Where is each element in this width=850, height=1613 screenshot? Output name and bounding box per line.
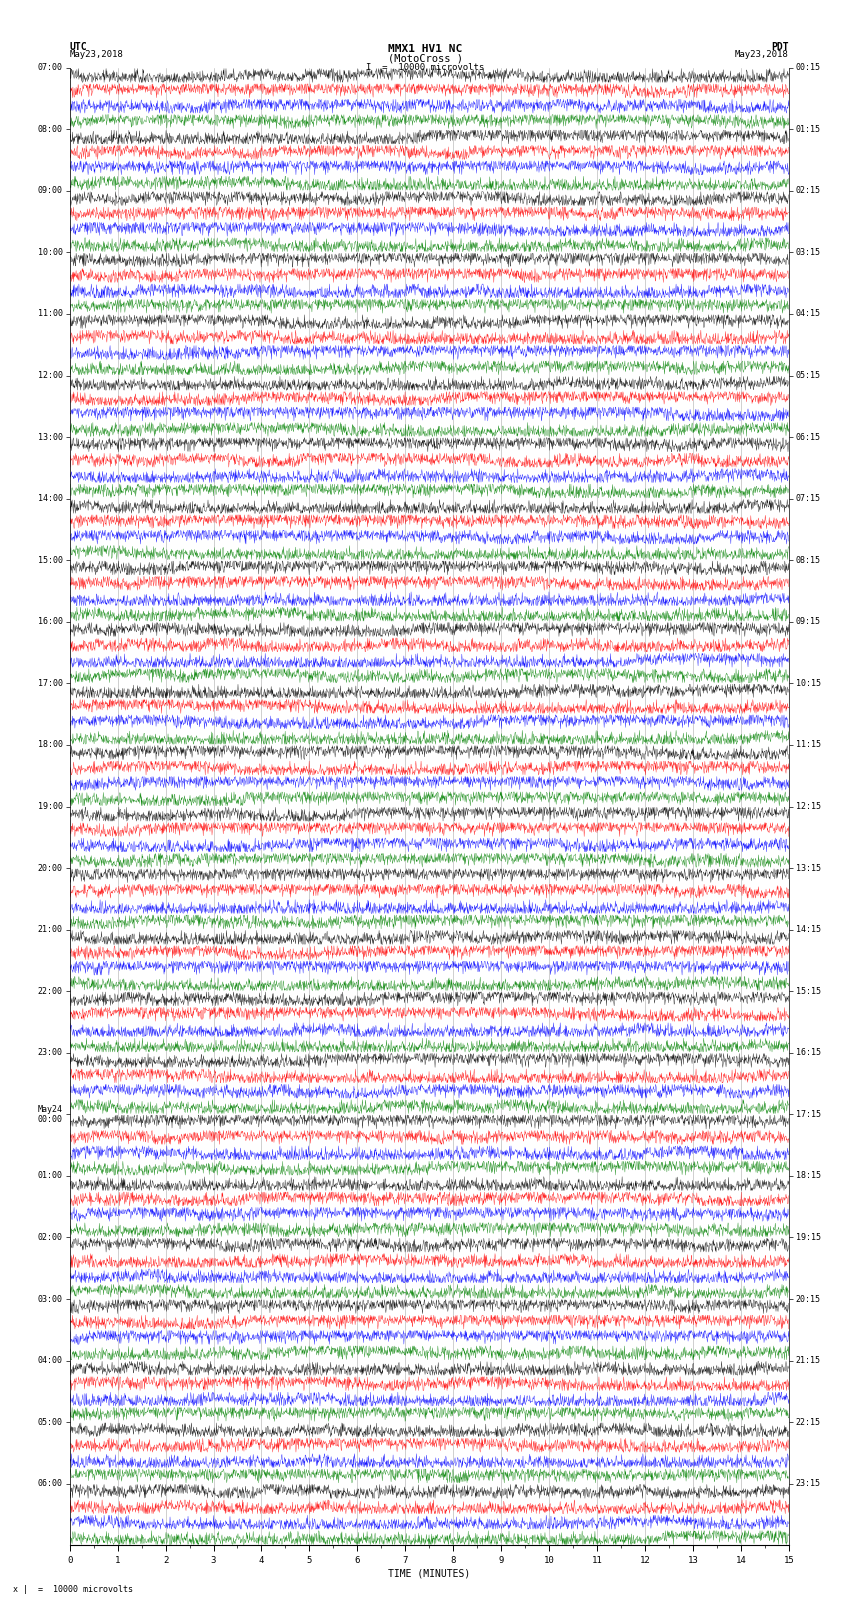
Text: May23,2018: May23,2018 [735,50,789,60]
Text: MMX1 HV1 NC: MMX1 HV1 NC [388,44,462,55]
Text: UTC: UTC [70,42,88,52]
X-axis label: TIME (MINUTES): TIME (MINUTES) [388,1569,470,1579]
Text: PDT: PDT [771,42,789,52]
Text: May23,2018: May23,2018 [70,50,123,60]
Text: x |  =  10000 microvolts: x | = 10000 microvolts [13,1584,133,1594]
Text: I  =  10000 microvolts: I = 10000 microvolts [366,63,484,73]
Text: (MotoCross ): (MotoCross ) [388,53,462,63]
